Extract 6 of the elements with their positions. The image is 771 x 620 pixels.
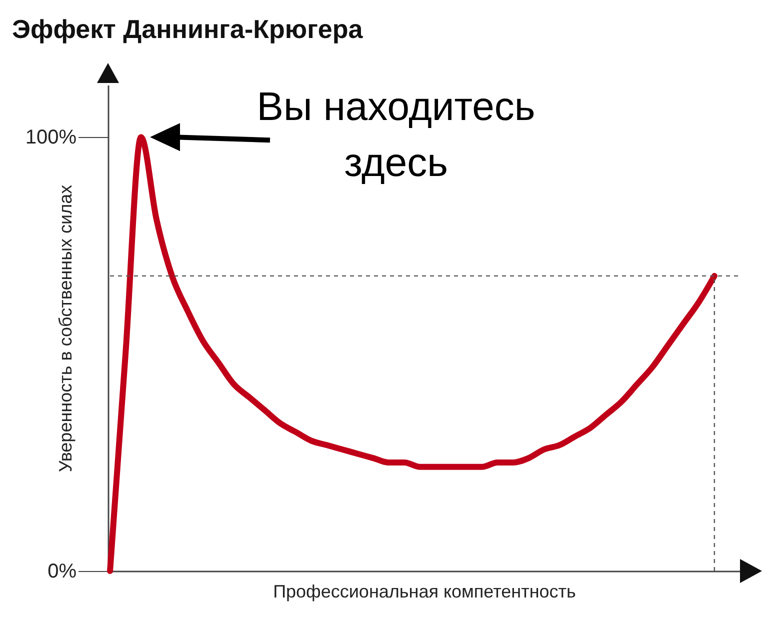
- x-axis-title: Профессиональная компетентность: [273, 582, 576, 602]
- chart-title: Эффект Даннинга-Крюгера: [12, 14, 364, 44]
- y-tick-label: 100%: [25, 126, 77, 149]
- y-tick-label: 0%: [48, 560, 77, 582]
- annotation: Вы находитесь здесь: [256, 85, 536, 185]
- y-axis-title: Уверенность в собственных силах: [56, 184, 76, 472]
